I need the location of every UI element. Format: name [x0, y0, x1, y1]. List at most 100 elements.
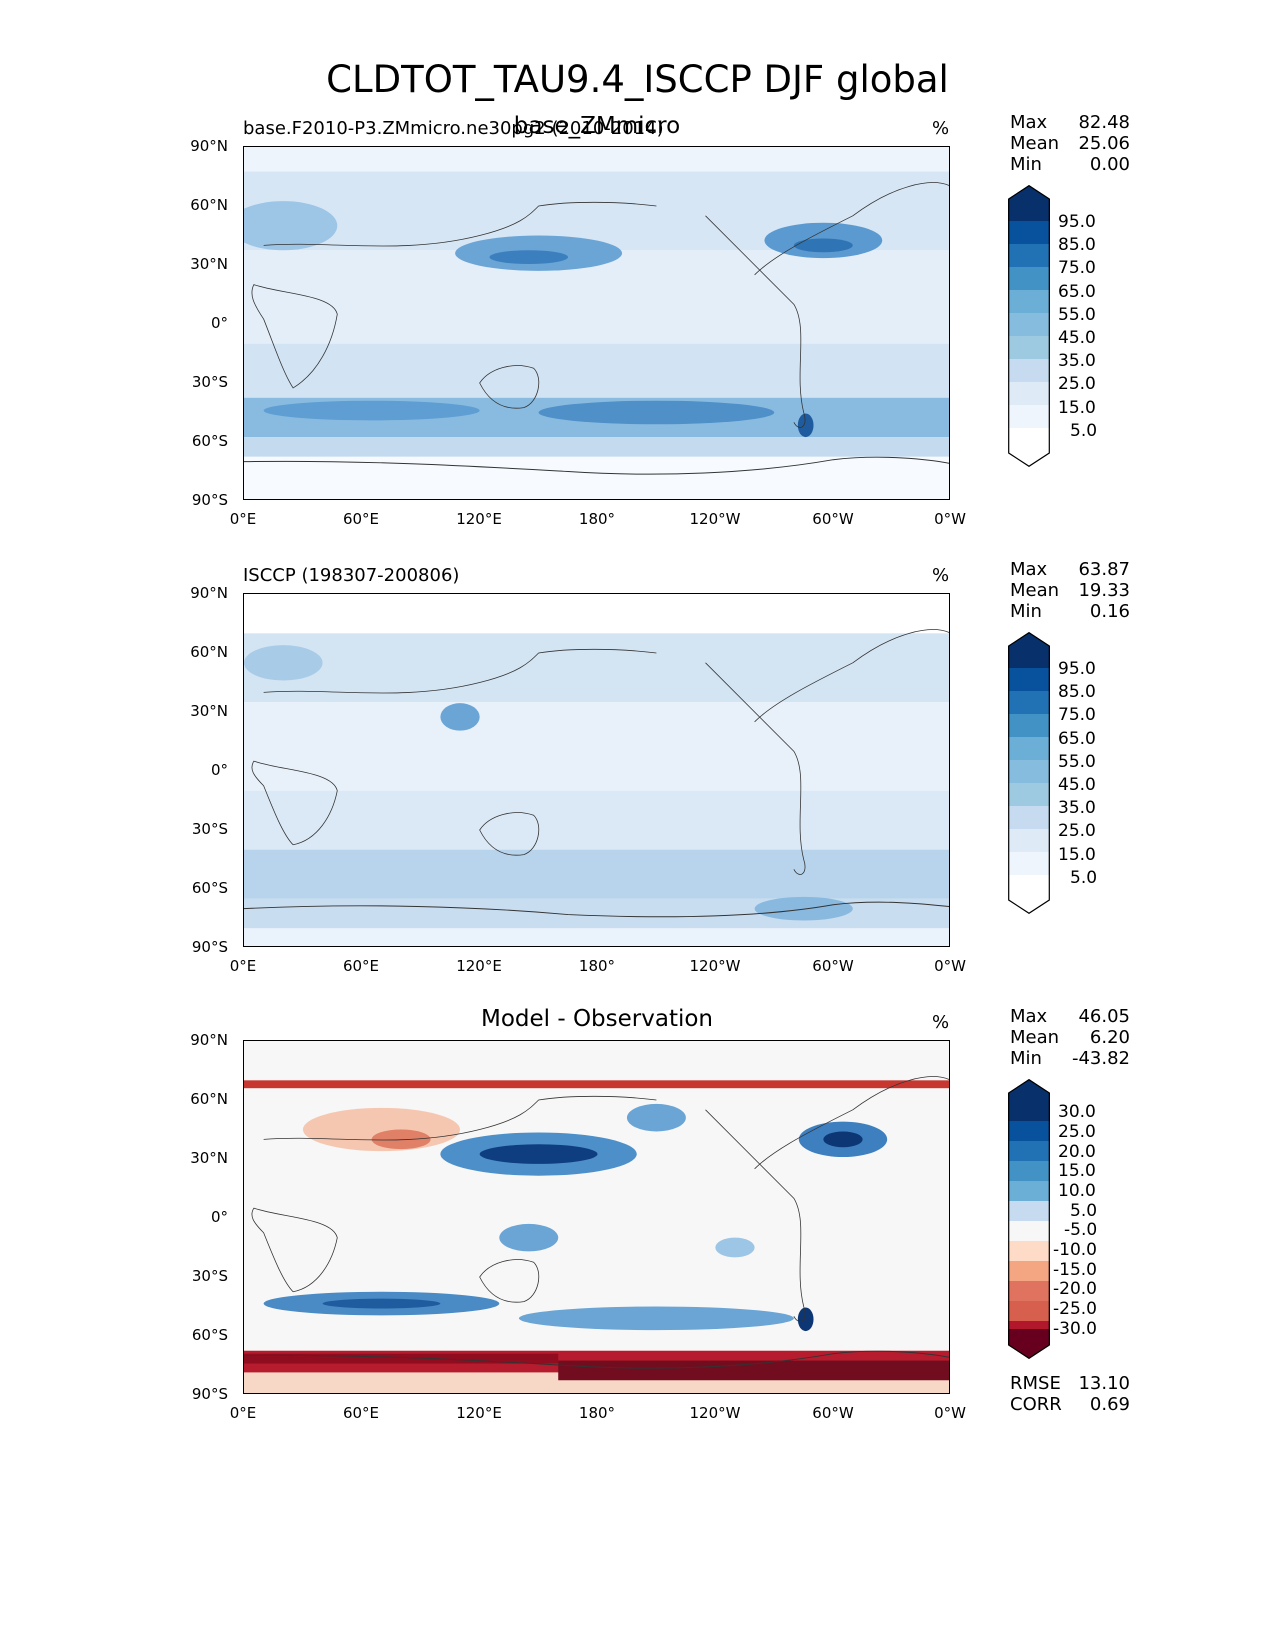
panel-2-cb-label-45: 45.0: [1058, 775, 1096, 795]
panel-3-lat-30s: 30°S: [191, 1267, 228, 1285]
panel-2-lat-30n: 30°N: [190, 702, 228, 720]
panel-3-lon-180: 180°: [578, 1404, 616, 1422]
panel-1-cb-label-75: 75.0: [1058, 258, 1096, 278]
panel-3-lat-90n: 90°N: [190, 1031, 228, 1049]
panel-2-lon-0e: 0°E: [229, 957, 257, 975]
panel-2-lon-60e: 60°E: [342, 957, 380, 975]
panel-1-lat-30s: 30°S: [191, 373, 228, 391]
panel-3-lon-0w: 0°W: [934, 1404, 966, 1422]
panel-1-lat-90s: 90°S: [191, 491, 228, 509]
panel-3-cb-label-neg25: -25.0: [1053, 1299, 1097, 1319]
panel-1-lat-0: 0°: [210, 314, 228, 332]
panel-3-cb-label-5: 5.0: [1070, 1201, 1098, 1221]
panel-1-colorbar-graphic: [1008, 184, 1050, 468]
panel-2-cb-label-55: 55.0: [1058, 752, 1096, 772]
panel-3-center-title: Model - Observation: [480, 1006, 714, 1032]
panel-1-lat-90n: 90°N: [190, 137, 228, 155]
panel-1-center-title: base_ZMmicro: [513, 113, 681, 139]
panel-2-lat-30s: 30°S: [191, 820, 228, 838]
panel-3-rmse-label: RMSE: [1010, 1373, 1061, 1394]
panel-1-cb-label-45: 45.0: [1058, 328, 1096, 348]
panel-3-min-value: -43.82: [1071, 1048, 1130, 1069]
panel-1-cb-label-55: 55.0: [1058, 305, 1096, 325]
panel-1-cb-label-95: 95.0: [1058, 212, 1096, 232]
panel-2-max-value: 63.87: [1078, 559, 1130, 580]
panel-2-cb-label-75: 75.0: [1058, 705, 1096, 725]
panel-3-lat-90s: 90°S: [191, 1385, 228, 1403]
panel-2-lat-90n: 90°N: [190, 584, 228, 602]
panel-2-lon-180: 180°: [578, 957, 616, 975]
panel-3-max-label: Max: [1010, 1006, 1048, 1027]
panel-2-units: %: [932, 565, 950, 586]
panel-3-cb-label-15: 15.0: [1058, 1161, 1096, 1181]
panel-3-min-label: Min: [1010, 1048, 1042, 1069]
panel-1-lat-60n: 60°N: [190, 196, 228, 214]
panel-3-cb-label-neg20: -20.0: [1053, 1279, 1097, 1299]
panel-3-corr-label: CORR: [1010, 1394, 1062, 1415]
panel-2-cb-label-95: 95.0: [1058, 659, 1096, 679]
panel-3-mean-label: Mean: [1010, 1027, 1060, 1048]
panel-3-lon-120e: 120°E: [456, 1404, 502, 1422]
panel-1-min-label: Min: [1010, 154, 1042, 175]
panel-2-lon-120w: 120°W: [689, 957, 741, 975]
panel-2-lat-90s: 90°S: [191, 938, 228, 956]
panel-1-map-graphic: [244, 147, 949, 499]
panel-3-units: %: [932, 1012, 950, 1033]
panel-3-lat-30n: 30°N: [190, 1149, 228, 1167]
panel-1-max-label: Max: [1010, 112, 1048, 133]
panel-1-lon-120w: 120°W: [689, 510, 741, 528]
panel-2-map-graphic: [244, 594, 949, 946]
panel-3-cb-label-25: 25.0: [1058, 1122, 1096, 1142]
panel-1-lon-60e: 60°E: [342, 510, 380, 528]
panel-2-left-title: ISCCP (198307-200806): [243, 565, 460, 586]
panel-2-mean-value: 19.33: [1078, 580, 1130, 601]
panel-2-cb-label-5: 5.0: [1070, 868, 1098, 888]
panel-1-lon-180: 180°: [578, 510, 616, 528]
panel-3-map[interactable]: [243, 1040, 950, 1394]
panel-1-max-value: 82.48: [1078, 112, 1130, 133]
panel-3-map-graphic: [244, 1041, 949, 1393]
panel-3-lat-60s: 60°S: [191, 1326, 228, 1344]
panel-2-mean-label: Mean: [1010, 580, 1060, 601]
panel-3-cb-label-10: 10.0: [1058, 1181, 1096, 1201]
panel-3-colorbar: [1008, 1078, 1050, 1361]
panel-2-lon-120e: 120°E: [456, 957, 502, 975]
panel-2-cb-label-65: 65.0: [1058, 729, 1096, 749]
panel-1-cb-label-65: 65.0: [1058, 282, 1096, 302]
panel-3-colorbar-graphic: [1008, 1078, 1050, 1360]
panel-3-max-value: 46.05: [1078, 1006, 1130, 1027]
panel-1-lon-0w: 0°W: [934, 510, 966, 528]
panel-2-cb-label-35: 35.0: [1058, 798, 1096, 818]
panel-1-cb-label-5: 5.0: [1070, 421, 1098, 441]
panel-1-lon-0e: 0°E: [229, 510, 257, 528]
panel-3-lon-60e: 60°E: [342, 1404, 380, 1422]
panel-1-min-value: 0.00: [1089, 154, 1130, 175]
panel-3-cb-label-neg30: -30.0: [1053, 1319, 1097, 1339]
panel-1-mean-label: Mean: [1010, 133, 1060, 154]
panel-3-corr-value: 0.69: [1089, 1394, 1130, 1415]
panel-2-cb-label-85: 85.0: [1058, 682, 1096, 702]
panel-2-max-label: Max: [1010, 559, 1048, 580]
figure-title: CLDTOT_TAU9.4_ISCCP DJF global: [326, 58, 949, 101]
panel-1-cb-label-85: 85.0: [1058, 235, 1096, 255]
panel-1-left-title: base.F2010-P3.ZMmicro.ne30pg2 (2010-2014…: [243, 118, 664, 139]
panel-2-min-value: 0.16: [1089, 601, 1130, 622]
panel-3-lon-0e: 0°E: [229, 1404, 257, 1422]
panel-2-lon-60w: 60°W: [812, 957, 854, 975]
panel-2-lat-0: 0°: [210, 761, 228, 779]
panel-1-map[interactable]: [243, 146, 950, 500]
panel-1-lon-60w: 60°W: [812, 510, 854, 528]
panel-1-colorbar: [1008, 184, 1050, 468]
panel-2-map[interactable]: [243, 593, 950, 947]
panel-2-min-label: Min: [1010, 601, 1042, 622]
panel-1-cb-label-25: 25.0: [1058, 374, 1096, 394]
panel-3-lon-120w: 120°W: [689, 1404, 741, 1422]
panel-2-lat-60n: 60°N: [190, 643, 228, 661]
panel-3-lat-0: 0°: [210, 1208, 228, 1226]
panel-2-lon-0w: 0°W: [934, 957, 966, 975]
panel-1-lat-60s: 60°S: [191, 432, 228, 450]
panel-1-cb-label-15: 15.0: [1058, 398, 1096, 418]
panel-1-units: %: [932, 118, 950, 139]
panel-3-mean-value: 6.20: [1089, 1027, 1130, 1048]
panel-2-colorbar: [1008, 631, 1050, 915]
